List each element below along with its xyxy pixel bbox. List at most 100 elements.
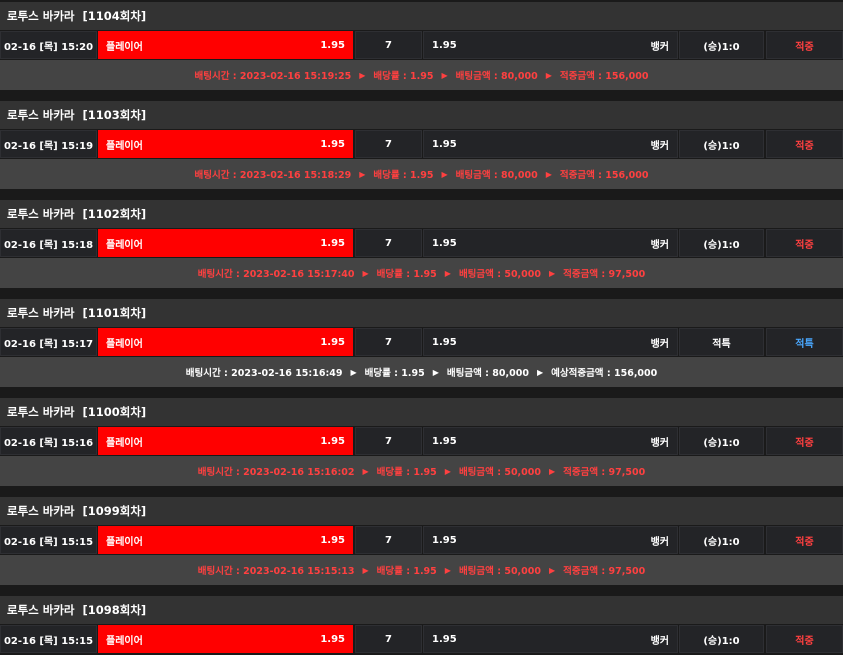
banker-odds: 1.95 — [432, 138, 457, 150]
game-result: (승)1:0 — [679, 130, 764, 158]
bet-amount: 배팅금액 : 50,000 — [458, 269, 541, 280]
bet-block: 로투스 바카라 [1101회차] 02-16 [목] 15:17 플레이어 1.95… — [0, 297, 843, 396]
game-name: 로투스 바카라 — [7, 306, 75, 320]
banker-odds: 1.95 — [432, 435, 457, 447]
pick-player-button[interactable]: 플레이어 1.95 — [98, 328, 353, 356]
bet-row: 02-16 [목] 15:17 플레이어 1.95 7 1.95 뱅커 적특 적특 — [0, 328, 843, 356]
bet-time: 배팅시간 : 2023-02-16 15:18:29 — [194, 170, 352, 181]
game-header: 로투스 바카라 [1103회차] — [0, 101, 843, 129]
arrow-right-icon: ▶ — [359, 70, 366, 80]
bet-details: 배팅시간 : 2023-02-16 15:16:49 ▶ 배당률 : 1.95 … — [0, 357, 843, 387]
pick-banker-button[interactable]: 1.95 뱅커 — [423, 427, 678, 455]
pick-banker-button[interactable]: 1.95 뱅커 — [423, 526, 678, 554]
handicap-value: 7 — [355, 31, 422, 59]
pick-player-button[interactable]: 플레이어 1.95 — [98, 229, 353, 257]
handicap-value: 7 — [355, 427, 422, 455]
bet-date: 02-16 [목] 15:19 — [0, 130, 97, 158]
arrow-right-icon: ▶ — [545, 169, 552, 179]
pick-player-button[interactable]: 플레이어 1.95 — [98, 625, 353, 653]
pick-label: 플레이어 — [106, 41, 143, 53]
status-badge: 적중 — [766, 130, 843, 158]
game-result: (승)1:0 — [679, 229, 764, 257]
pick-banker-button[interactable]: 1.95 뱅커 — [423, 625, 678, 653]
arrow-right-icon: ▶ — [441, 70, 448, 80]
game-header: 로투스 바카라 [1101회차] — [0, 299, 843, 327]
round-number: [1102회차] — [82, 207, 147, 221]
bet-row: 02-16 [목] 15:20 플레이어 1.95 7 1.95 뱅커 (승)1:0… — [0, 31, 843, 59]
pick-banker-button[interactable]: 1.95 뱅커 — [423, 31, 678, 59]
pick-player-button[interactable]: 플레이어 1.95 — [98, 427, 353, 455]
arrow-right-icon: ▶ — [350, 367, 357, 377]
game-header: 로투스 바카라 [1100회차] — [0, 398, 843, 426]
banker-odds: 1.95 — [432, 336, 457, 348]
round-number: [1103회차] — [82, 108, 147, 122]
pick-banker-button[interactable]: 1.95 뱅커 — [423, 130, 678, 158]
pick-label: 플레이어 — [106, 338, 143, 350]
game-header: 로투스 바카라 [1098회차] — [0, 596, 843, 624]
bet-amount: 배팅금액 : 50,000 — [458, 467, 541, 478]
arrow-right-icon: ▶ — [549, 565, 556, 575]
status-badge: 적중 — [766, 625, 843, 653]
pick-odds: 1.95 — [320, 534, 345, 546]
win-amount: 예상적중금액 : 156,000 — [551, 368, 658, 379]
round-number: [1101회차] — [82, 306, 147, 320]
arrow-right-icon: ▶ — [362, 268, 369, 278]
bet-amount: 배팅금액 : 80,000 — [455, 170, 538, 181]
pick-label: 플레이어 — [106, 437, 143, 449]
pick-odds: 1.95 — [320, 336, 345, 348]
round-number: [1100회차] — [82, 405, 147, 419]
bet-row: 02-16 [목] 15:15 플레이어 1.95 7 1.95 뱅커 (승)1:0… — [0, 625, 843, 653]
bet-block: 로투스 바카라 [1104회차] 02-16 [목] 15:20 플레이어 1.95… — [0, 0, 843, 99]
status-badge: 적특 — [766, 328, 843, 356]
win-amount: 적중금액 : 156,000 — [559, 170, 649, 181]
arrow-right-icon: ▶ — [444, 268, 451, 278]
game-name: 로투스 바카라 — [7, 603, 75, 617]
bet-row: 02-16 [목] 15:18 플레이어 1.95 7 1.95 뱅커 (승)1:0… — [0, 229, 843, 257]
pick-player-button[interactable]: 플레이어 1.95 — [98, 526, 353, 554]
arrow-right-icon: ▶ — [549, 466, 556, 476]
game-result: (승)1:0 — [679, 31, 764, 59]
bet-date: 02-16 [목] 15:17 — [0, 328, 97, 356]
pick-player-button[interactable]: 플레이어 1.95 — [98, 130, 353, 158]
pick-odds: 1.95 — [320, 39, 345, 51]
game-name: 로투스 바카라 — [7, 108, 75, 122]
bet-odds: 배당률 : 1.95 — [376, 566, 437, 577]
game-result: (승)1:0 — [679, 526, 764, 554]
pick-banker-button[interactable]: 1.95 뱅커 — [423, 229, 678, 257]
bet-time: 배팅시간 : 2023-02-16 15:16:02 — [197, 467, 355, 478]
win-amount: 적중금액 : 97,500 — [563, 467, 646, 478]
banker-label: 뱅커 — [650, 338, 669, 350]
arrow-right-icon: ▶ — [536, 367, 544, 377]
bet-date: 02-16 [목] 15:15 — [0, 625, 97, 653]
status-badge: 적중 — [766, 427, 843, 455]
pick-player-button[interactable]: 플레이어 1.95 — [98, 31, 353, 59]
status-badge: 적중 — [766, 526, 843, 554]
pick-label: 플레이어 — [106, 140, 143, 152]
banker-label: 뱅커 — [650, 41, 669, 53]
pick-label: 플레이어 — [106, 635, 143, 647]
win-amount: 적중금액 : 156,000 — [559, 71, 649, 82]
arrow-right-icon: ▶ — [444, 466, 451, 476]
banker-label: 뱅커 — [650, 140, 669, 152]
bet-date: 02-16 [목] 15:20 — [0, 31, 97, 59]
win-amount: 적중금액 : 97,500 — [563, 269, 646, 280]
pick-odds: 1.95 — [320, 237, 345, 249]
pick-label: 플레이어 — [106, 239, 143, 251]
game-header: 로투스 바카라 [1104회차] — [0, 2, 843, 30]
bet-details: 배팅시간 : 2023-02-16 15:16:02 ▶ 배당률 : 1.95 … — [0, 456, 843, 486]
pick-banker-button[interactable]: 1.95 뱅커 — [423, 328, 678, 356]
bet-odds: 배당률 : 1.95 — [373, 71, 434, 82]
bet-date: 02-16 [목] 15:15 — [0, 526, 97, 554]
round-number: [1098회차] — [82, 603, 147, 617]
handicap-value: 7 — [355, 130, 422, 158]
game-name: 로투스 바카라 — [7, 504, 75, 518]
arrow-right-icon: ▶ — [549, 268, 556, 278]
bet-row: 02-16 [목] 15:16 플레이어 1.95 7 1.95 뱅커 (승)1:0… — [0, 427, 843, 455]
banker-odds: 1.95 — [432, 534, 457, 546]
pick-odds: 1.95 — [320, 138, 345, 150]
arrow-right-icon: ▶ — [545, 70, 552, 80]
win-amount: 적중금액 : 97,500 — [563, 566, 646, 577]
banker-label: 뱅커 — [650, 635, 669, 647]
arrow-right-icon: ▶ — [432, 367, 439, 377]
